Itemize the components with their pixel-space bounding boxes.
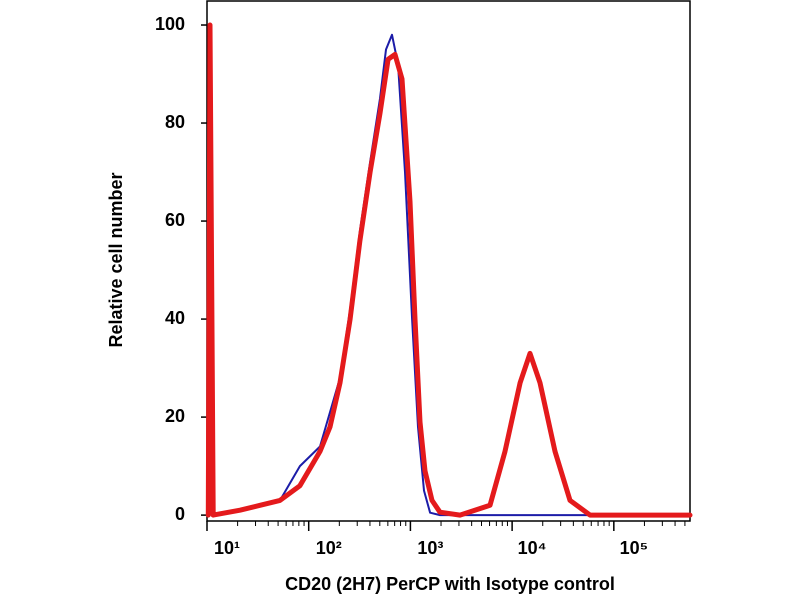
y-tick-label: 100: [155, 14, 185, 34]
x-axis-title: CD20 (2H7) PerCP with Isotype control: [285, 574, 615, 594]
y-tick-label: 0: [175, 504, 185, 524]
y-tick-label: 20: [165, 406, 185, 426]
x-tick-label: 10³: [417, 538, 443, 558]
y-tick-label: 40: [165, 308, 185, 328]
y-tick-label: 60: [165, 210, 185, 230]
x-tick-label: 10⁵: [620, 538, 648, 558]
x-tick-label: 10²: [316, 538, 342, 558]
x-tick-label: 10⁴: [518, 538, 547, 558]
series-line: [205, 22, 693, 518]
y-tick-label: 80: [165, 112, 185, 132]
plot-frame: [206, 0, 691, 522]
x-tick-label: 10¹: [214, 538, 240, 558]
series-line: [207, 24, 691, 517]
y-axis-title: Relative cell number: [106, 172, 126, 347]
